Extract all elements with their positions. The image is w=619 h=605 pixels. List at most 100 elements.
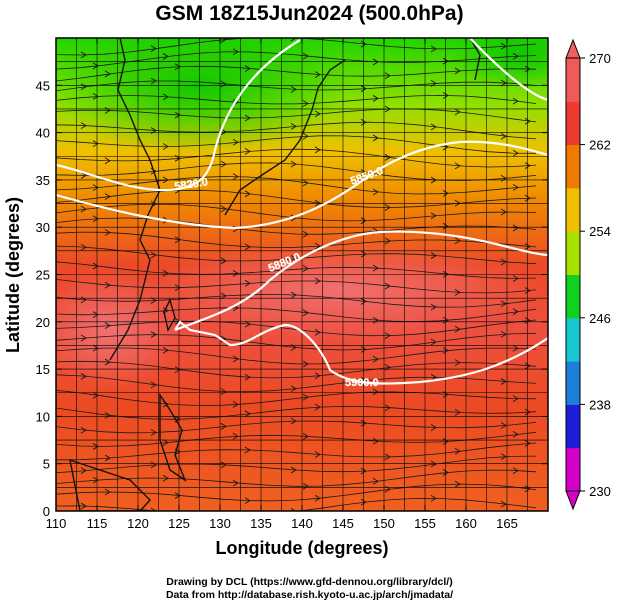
flow-arrow (442, 438, 449, 445)
flow-arrow (454, 199, 461, 207)
streamline (56, 442, 537, 461)
flow-arrow (500, 330, 507, 338)
flow-arrow (512, 344, 519, 352)
flow-arrow (232, 479, 239, 487)
flow-arrow (314, 146, 321, 154)
colorbar: 270 262 254 246 238 230 (565, 38, 611, 511)
flow-arrow (512, 467, 519, 474)
flow-arrow (384, 332, 391, 340)
flow-arrow (524, 162, 531, 169)
flow-arrow (314, 242, 321, 250)
x-tick-label: 140 (291, 516, 313, 531)
flow-arrow (442, 92, 449, 99)
flow-arrow (512, 430, 519, 438)
flow-arrow (302, 52, 309, 60)
flow-arrow (220, 257, 227, 265)
flow-arrow (220, 160, 227, 168)
flow-arrow (372, 95, 379, 102)
flow-arrow (360, 298, 367, 305)
flow-arrow (162, 53, 169, 60)
flow-arrow (524, 317, 531, 324)
flow-arrow (290, 291, 297, 299)
y-tick-label: 10 (36, 409, 50, 424)
streamline (56, 420, 537, 434)
flow-arrow (454, 67, 461, 75)
flow-arrow (500, 422, 507, 429)
warm-region (140, 240, 540, 340)
contour-label: 5900.0 (345, 377, 379, 389)
flow-arrow (232, 48, 239, 56)
flow-arrow (290, 38, 297, 42)
x-tick-label: 115 (87, 516, 108, 531)
flow-arrow (512, 308, 519, 316)
chart-title: GSM 18Z15Jun2024 (500.0hPa) (155, 2, 464, 25)
flow-arrow (220, 38, 227, 43)
colorbar-tick-label: 238 (589, 397, 611, 412)
y-tick-label: 5 (43, 457, 50, 472)
flow-arrow (314, 110, 321, 118)
streamline (56, 405, 537, 420)
colorbar-tick-label: 262 (589, 138, 611, 153)
flow-arrow (80, 502, 87, 510)
flow-arrow (220, 388, 227, 395)
flow-arrow (150, 381, 157, 389)
flow-arrow (372, 188, 379, 196)
flow-arrow (162, 474, 169, 482)
flow-arrow (244, 243, 251, 251)
streamline (56, 278, 537, 294)
colorbar-band (566, 187, 580, 232)
flow-arrow (442, 222, 449, 230)
x-tick-label: 150 (373, 516, 395, 531)
flow-arrow (232, 355, 239, 363)
flow-arrow (360, 346, 367, 353)
flow-arrow (244, 114, 251, 122)
flow-arrow (290, 86, 297, 93)
x-tick-label: 160 (455, 516, 477, 531)
flow-arrow (454, 162, 461, 170)
flow-arrow (104, 107, 111, 114)
flow-arrow (104, 281, 111, 289)
x-tick-label: 155 (414, 516, 436, 531)
x-axis-label: Longitude (degrees) (215, 538, 388, 558)
flow-arrow (442, 347, 449, 354)
flow-arrow (500, 132, 507, 140)
flow-arrow (174, 63, 181, 71)
x-tick-label: 135 (250, 516, 272, 531)
flow-arrow (162, 439, 169, 446)
streamline (56, 189, 537, 208)
flow-arrow (290, 417, 297, 425)
flow-arrow (512, 224, 519, 232)
flow-arrow (360, 250, 367, 258)
flow-arrow (92, 262, 99, 270)
flow-arrow (524, 243, 531, 250)
flow-arrow (80, 243, 87, 251)
flow-arrow (430, 424, 437, 431)
flow-arrow (430, 373, 437, 381)
flow-arrow (290, 385, 297, 392)
flow-arrow (384, 237, 391, 245)
flow-arrow (244, 410, 251, 418)
flow-arrow (104, 229, 111, 236)
flow-arrow (244, 147, 251, 155)
flow-arrow (220, 80, 227, 88)
flow-arrow (174, 111, 181, 119)
flow-arrow (430, 45, 437, 53)
flow-arrow (512, 97, 519, 105)
flow-arrow (314, 494, 321, 502)
flow-arrow (442, 469, 449, 476)
flow-arrow (92, 62, 99, 70)
flow-arrow (384, 204, 391, 211)
flow-arrow (92, 344, 99, 352)
flow-arrow (512, 184, 519, 191)
flow-arrow (80, 172, 87, 179)
flow-arrow (512, 149, 519, 157)
streamline (56, 162, 537, 181)
y-tick-label: 0 (43, 504, 50, 519)
coastline-philippines (159, 392, 187, 482)
flow-arrow (314, 451, 321, 458)
flow-arrow (150, 331, 157, 338)
flow-arrow (500, 42, 507, 50)
flow-arrow (454, 325, 461, 333)
flow-arrow (442, 316, 449, 324)
flow-arrow (360, 419, 367, 427)
